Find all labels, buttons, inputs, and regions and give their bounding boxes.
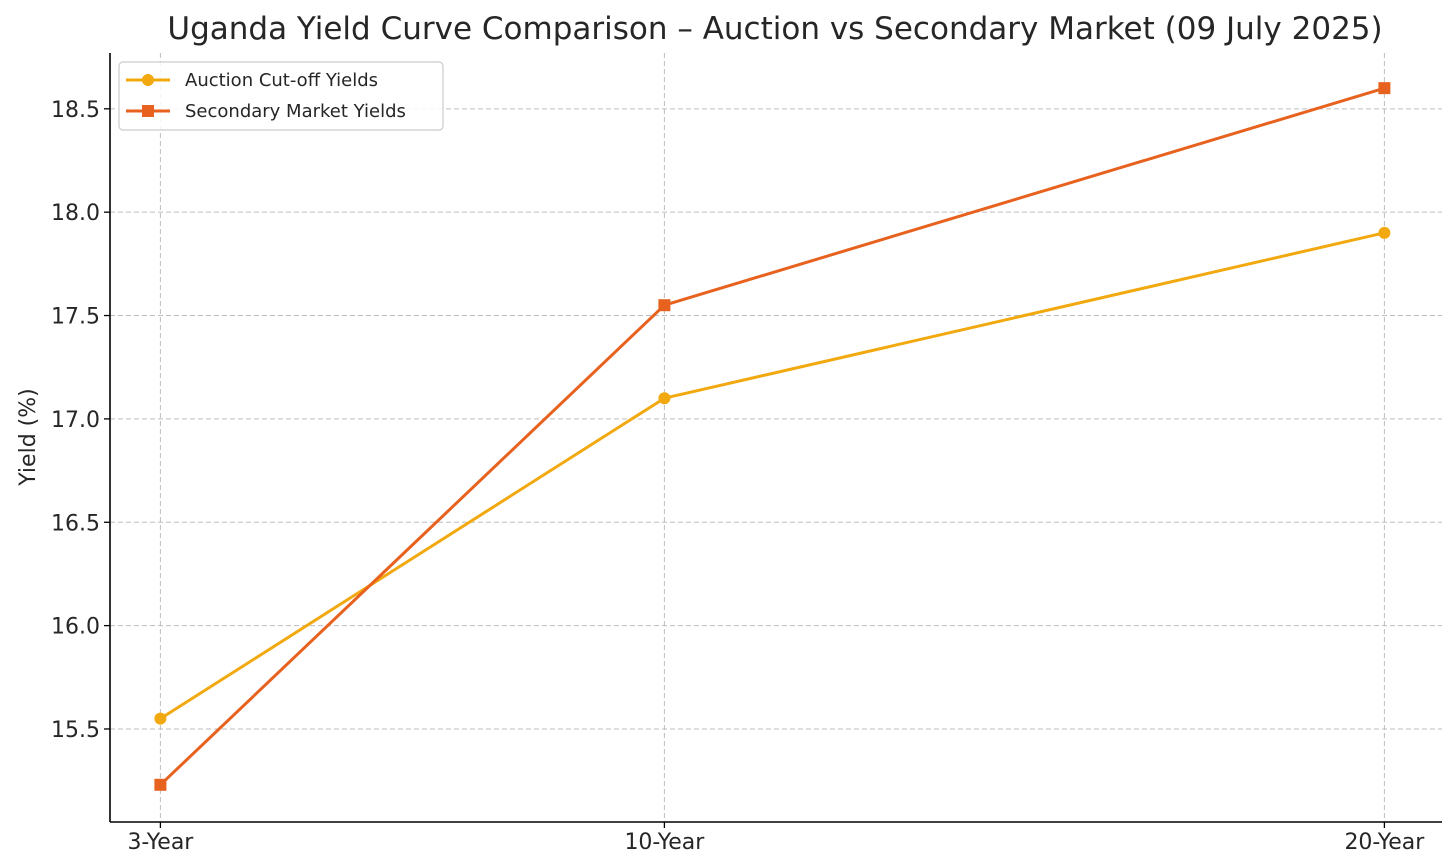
y-axis-label: Yield (%) xyxy=(16,388,41,486)
y-tick-label: 16.5 xyxy=(51,511,100,536)
y-tick-label: 18.0 xyxy=(51,201,100,226)
y-tick-label: 17.0 xyxy=(51,408,100,433)
grid-lines xyxy=(110,53,1442,822)
legend-swatch-marker xyxy=(142,74,154,86)
x-tick-label: 10-Year xyxy=(624,830,705,855)
y-tick-label: 16.0 xyxy=(51,615,100,640)
legend: Auction Cut-off Yields Secondary Market Y… xyxy=(118,61,444,131)
legend-entry: Auction Cut-off Yields xyxy=(126,70,378,91)
chart-title: Uganda Yield Curve Comparison – Auction … xyxy=(167,11,1382,47)
series-line xyxy=(159,231,1385,720)
legend-label: Auction Cut-off Yields xyxy=(185,70,378,91)
series-line xyxy=(159,86,1385,786)
y-tick-label: 18.5 xyxy=(51,98,100,123)
legend-items: Auction Cut-off Yields Secondary Market Y… xyxy=(126,70,406,122)
legend-label: Secondary Market Yields xyxy=(185,101,406,122)
x-tick-label: 20-Year xyxy=(1344,830,1425,855)
data-series xyxy=(154,82,1391,791)
data-point xyxy=(658,392,671,405)
y-tick-label: 17.5 xyxy=(51,305,100,330)
x-tick-label: 3-Year xyxy=(127,830,194,855)
axes xyxy=(104,53,1442,828)
legend-box xyxy=(118,61,444,131)
data-point xyxy=(154,778,167,791)
tick-labels: 15.5 16.0 16.5 17.0 17.5 18.0 18.5 3-Year 10-Yea… xyxy=(51,98,1425,855)
data-point xyxy=(1378,226,1391,239)
series-group xyxy=(154,226,1391,725)
series-group xyxy=(154,82,1391,791)
data-point xyxy=(1378,82,1391,95)
data-point xyxy=(154,712,167,725)
y-tick-label: 15.5 xyxy=(51,718,100,743)
legend-swatch-marker xyxy=(142,105,154,117)
data-point xyxy=(658,299,671,312)
legend-entry: Secondary Market Yields xyxy=(126,101,406,122)
